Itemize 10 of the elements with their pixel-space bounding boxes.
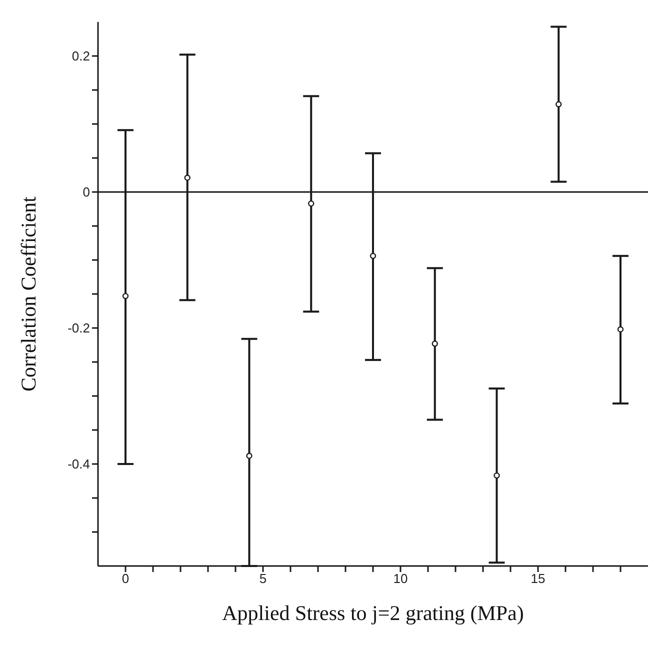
x-tick-label: 0 (122, 571, 130, 586)
y-tick-label: 0.2 (72, 48, 90, 64)
y-tick-label: 0 (82, 184, 90, 200)
y-tick-label: -0.2 (68, 320, 90, 336)
x-tick-label: 5 (259, 571, 267, 586)
x-tick-label: 10 (393, 571, 408, 586)
y-axis-title: Correlation Coefficient (16, 196, 40, 392)
x-axis-title: Applied Stress to j=2 grating (MPa) (222, 601, 524, 625)
x-tick-label: 15 (530, 571, 546, 586)
y-tick-label: -0.4 (68, 456, 90, 472)
